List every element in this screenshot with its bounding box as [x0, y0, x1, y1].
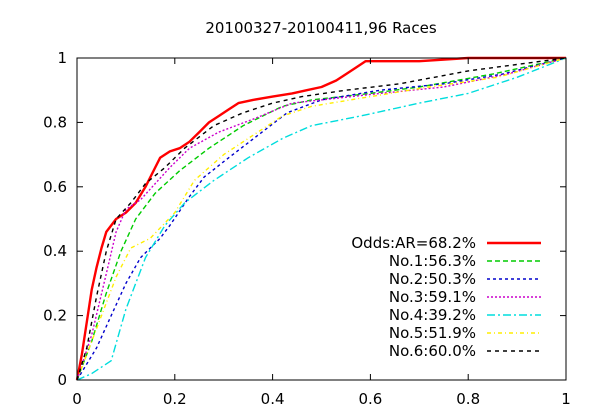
- x-tick-label: 0: [72, 390, 82, 408]
- series-line-1: [76, 57, 567, 381]
- y-tick-label: 0.2: [43, 307, 67, 325]
- legend-label-0: Odds:AR=68.2%: [351, 234, 476, 252]
- legend: Odds:AR=68.2%No.1:56.3%No.2:50.3%No.3:59…: [322, 233, 552, 363]
- series-line-6: [76, 57, 567, 381]
- chart-title: 20100327-20100411,96 Races: [205, 19, 436, 37]
- y-tick-label: 0: [57, 371, 67, 389]
- x-tick-label: 0.2: [163, 390, 187, 408]
- x-tick-label: 0.4: [261, 390, 285, 408]
- x-tick-label: 0.8: [456, 390, 480, 408]
- legend-label-1: No.1:56.3%: [389, 252, 476, 270]
- plot-frame: [76, 57, 567, 381]
- y-tick-label: 0.8: [43, 113, 67, 131]
- series-line-4: [76, 57, 567, 381]
- x-tick-label: 1: [561, 390, 571, 408]
- series-line-3: [76, 57, 567, 381]
- legend-background: [322, 233, 552, 363]
- x-tick-label: 0.6: [358, 390, 382, 408]
- series-layer: [75, 56, 567, 381]
- legend-label-2: No.2:50.3%: [389, 270, 476, 288]
- series-line-0: [75, 56, 566, 381]
- axis-layer: 0 0.2 0.4 0.6 0.8 1 0 0.2 0.4 0.6 0.8 1: [43, 49, 571, 408]
- legend-label-3: No.3:59.1%: [389, 288, 476, 306]
- y-tick-label: 1: [57, 49, 67, 67]
- y-tick-label: 0.4: [43, 242, 67, 260]
- y-tick-label: 0.6: [43, 178, 67, 196]
- legend-label-4: No.4:39.2%: [389, 306, 476, 324]
- series-line-2: [76, 57, 567, 381]
- legend-label-5: No.5:51.9%: [389, 324, 476, 342]
- series-line-5: [76, 57, 567, 381]
- legend-label-6: No.6:60.0%: [389, 342, 476, 360]
